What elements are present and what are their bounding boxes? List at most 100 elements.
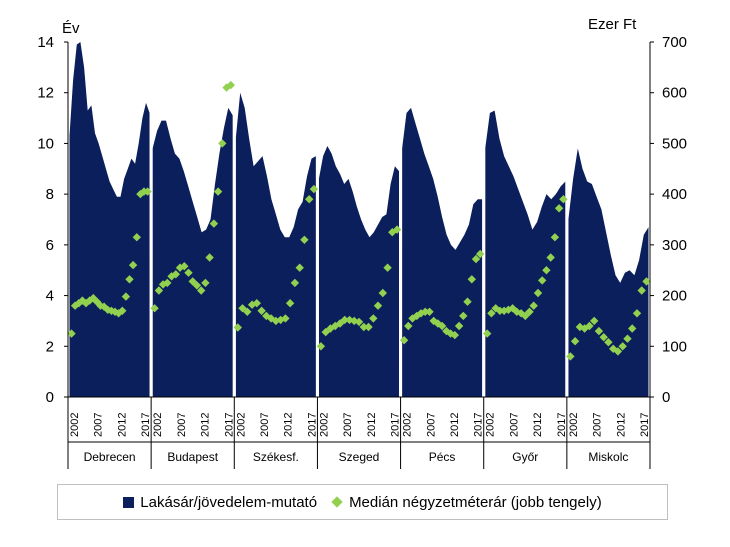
median-point (364, 322, 373, 332)
median-point (613, 347, 623, 356)
median-point (476, 249, 485, 259)
median-point (546, 253, 555, 262)
area-3 (235, 92, 316, 397)
x-tick-label: 2007 (508, 413, 520, 437)
median-point (378, 288, 387, 298)
median-point (213, 187, 223, 196)
right-tick-label: 100 (662, 338, 687, 355)
median-point (604, 338, 613, 347)
median-point (197, 286, 206, 295)
legend-area-label: Lakásár/jövedelem-mutató (140, 493, 318, 511)
median-point (252, 299, 261, 308)
x-tick-label: 2017 (639, 413, 651, 437)
city-label: Győr (512, 450, 538, 464)
median-point (285, 299, 295, 308)
left-tick-label: 10 (37, 135, 54, 152)
legend-diamond-icon (331, 496, 343, 508)
left-tick-label: 8 (46, 186, 54, 203)
median-point (180, 262, 189, 271)
median-point (437, 321, 447, 331)
median-point (399, 336, 409, 345)
median-point (609, 344, 618, 353)
right-tick-label: 300 (662, 237, 687, 254)
x-tick-label: 2002 (235, 413, 247, 437)
x-tick-label: 2002 (485, 413, 497, 437)
median-point (632, 309, 642, 318)
median-point (171, 270, 180, 279)
x-tick-label: 2007 (259, 413, 271, 437)
median-point (450, 330, 459, 340)
left-tick-label: 4 (46, 288, 54, 305)
x-tick-label: 2012 (200, 413, 212, 437)
median-point (467, 275, 476, 284)
median-point (392, 225, 402, 234)
legend-item-median: Medián négyzetméterár (jobb tengely) (331, 494, 602, 511)
median-point (369, 314, 378, 323)
x-axis-labels: 2002 2007 2012 2017 Debrecen 2002 2007 2012 2017… (67, 397, 651, 469)
median-point (570, 337, 580, 346)
x-tick-label: 2017 (473, 413, 485, 437)
right-tick-label: 700 (662, 34, 687, 51)
area-4 (318, 146, 400, 397)
median-point (628, 324, 637, 333)
median-point (566, 352, 575, 361)
median-point (459, 311, 468, 321)
left-tick-label: 6 (46, 237, 54, 254)
area-2 (152, 107, 233, 398)
city-label: Budapest (167, 450, 218, 464)
median-point (623, 334, 632, 343)
median-point (585, 321, 594, 331)
area-6 (485, 110, 566, 397)
median-point (154, 286, 164, 295)
x-tick-label: 2007 (425, 413, 437, 437)
median-point (512, 307, 521, 316)
median-point (354, 317, 364, 327)
median-point (521, 311, 530, 321)
median-point (463, 297, 472, 306)
city-label: Debrecen (84, 450, 136, 464)
x-tick-label: 2012 (532, 413, 544, 437)
left-tick-label: 2 (46, 338, 54, 355)
median-point (637, 286, 646, 295)
median-point (226, 80, 235, 90)
median-point (163, 278, 172, 288)
x-tick-label: 2012 (449, 413, 461, 437)
median-point (209, 219, 219, 228)
median-point (599, 333, 608, 342)
right-tick-label: 0 (662, 389, 670, 406)
median-point (70, 301, 80, 310)
x-tick-label: 2002 (69, 413, 81, 437)
median-point (218, 139, 227, 148)
area-1 (69, 42, 150, 397)
median-point (516, 309, 526, 318)
city-label: Pécs (429, 450, 456, 464)
median-point (201, 278, 210, 288)
group-separators (149, 40, 569, 397)
axes: 0 2 4 6 8 10 12 14 0 100 200 300 400 500 600 700 (37, 34, 687, 406)
x-tick-label: 2007 (592, 413, 604, 437)
x-tick-label: 2017 (390, 413, 402, 437)
median-point (533, 288, 543, 298)
median-point (295, 263, 304, 272)
right-tick-label: 400 (662, 186, 687, 203)
median-point (143, 187, 152, 196)
median-point (538, 276, 547, 285)
median-point (529, 301, 538, 310)
median-point (316, 342, 326, 351)
area-series (69, 42, 649, 398)
area-7 (568, 148, 649, 397)
x-tick-label: 2012 (615, 413, 627, 437)
legend: Lakásár/jövedelem-mutató Medián négyzetm… (57, 484, 668, 520)
legend-item-area: Lakásár/jövedelem-mutató (123, 494, 317, 511)
median-point (404, 321, 413, 331)
city-label: Székesf. (253, 450, 299, 464)
median-point (483, 329, 492, 338)
median-point (471, 254, 481, 264)
median-point (340, 315, 349, 325)
left-tick-label: 0 (46, 389, 54, 406)
x-tick-label: 2017 (556, 413, 568, 437)
right-tick-label: 600 (662, 85, 687, 102)
x-tick-label: 2002 (318, 413, 330, 437)
median-point (243, 307, 252, 316)
median-point (542, 266, 551, 275)
